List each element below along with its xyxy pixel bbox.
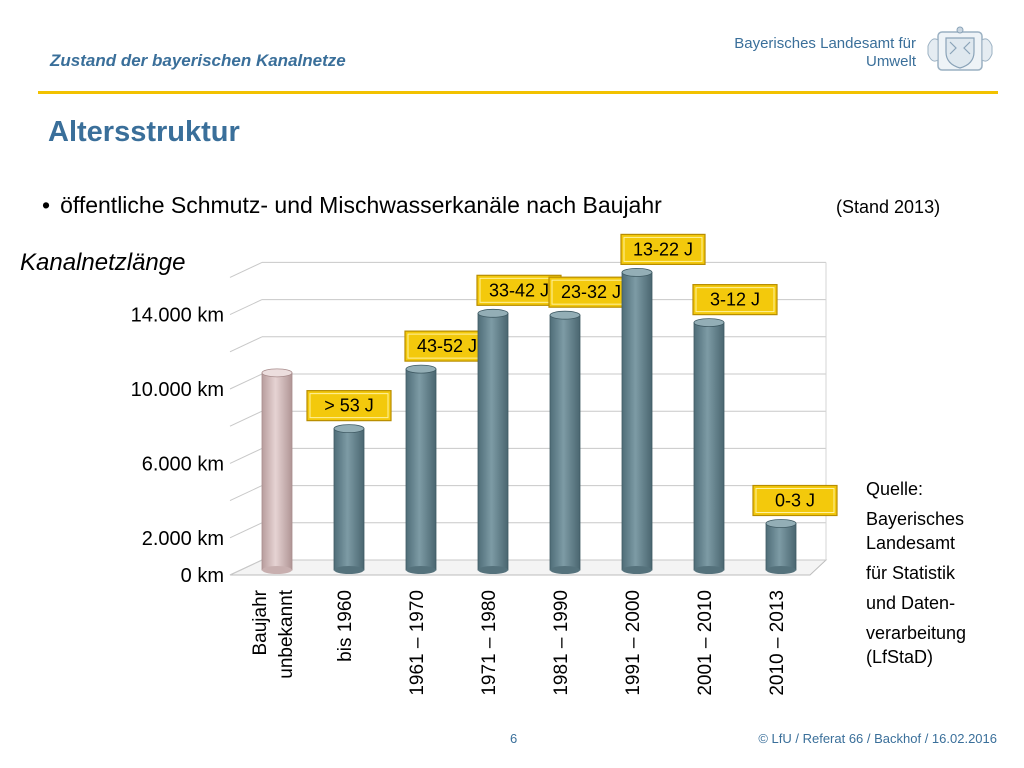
bar-label: 33-42 J (489, 280, 549, 300)
bar-base (262, 566, 292, 574)
source-line: verarbeitung (866, 623, 967, 643)
x-tick-label: bis 1960 (335, 590, 356, 662)
bar-top (405, 364, 437, 374)
bar (405, 368, 437, 571)
bar (549, 314, 581, 571)
bar (477, 312, 509, 571)
y-tick-label: 2.000 km (142, 528, 224, 550)
gridline-depth (229, 373, 263, 390)
presentation-title: Zustand der bayerischen Kanalnetze (50, 51, 346, 70)
chart-floor (229, 559, 828, 576)
bar-top (333, 424, 365, 434)
page-title: Altersstruktur (48, 116, 240, 148)
bar-label-box-inner (309, 393, 389, 419)
source-line: Quelle: (866, 479, 924, 499)
gridline-depth (229, 559, 263, 576)
bar-top (477, 308, 509, 318)
y-tick-label: 0 km (181, 565, 224, 587)
bar-label-box (620, 233, 706, 265)
bar-label: 13-22 J (633, 239, 693, 259)
bar-label: > 53 J (324, 396, 374, 416)
source-line: und Daten- (866, 593, 956, 613)
x-tick-label: 2010 – 2013 (767, 590, 788, 696)
header-divider (38, 91, 998, 94)
gridline-depth (229, 485, 263, 502)
bar (693, 322, 725, 571)
y-axis-title: Kanalnetzlänge (20, 249, 185, 276)
bar-top (261, 368, 293, 378)
bar-base (694, 566, 724, 574)
organization-name: Bayerisches Landesamt für Umwelt (734, 35, 916, 71)
bar-base (406, 566, 436, 574)
bar-label-box-inner (695, 287, 775, 313)
bar-label-box (692, 284, 778, 316)
y-tick-label: 6.000 km (142, 453, 224, 475)
x-tick-label: 1991 – 2000 (623, 590, 644, 696)
bar (261, 372, 293, 571)
bar-base (622, 566, 652, 574)
x-tick-label: 1961 – 1970 (407, 590, 428, 696)
x-tick-label: 1971 – 1980 (479, 590, 500, 696)
gridline-depth (229, 299, 263, 316)
bar (765, 523, 797, 571)
gridline-depth (229, 261, 263, 278)
bar-label-box (548, 276, 634, 308)
bullet-point: • öffentliche Schmutz- und Mischwasserkan… (42, 192, 662, 219)
x-tick-label: Baujahr (250, 589, 271, 655)
gridline-depth (229, 336, 263, 353)
bar-label: 23-32 J (561, 282, 621, 302)
bar-label: 3-12 J (710, 290, 760, 310)
bar-top (693, 318, 725, 328)
bar-top (549, 310, 581, 320)
bar-base (334, 566, 364, 574)
footer-copyright: © LfU / Referat 66 / Backhof / 16.02.201… (758, 731, 997, 746)
bar-label-box-inner (623, 236, 703, 262)
gridline-depth (229, 410, 263, 427)
bar-base (766, 566, 796, 574)
x-tick-label: 2001 – 2010 (695, 590, 716, 696)
bar-top (621, 267, 653, 277)
bar-label: 0-3 J (775, 491, 815, 511)
y-tick-label: 10.000 km (131, 379, 224, 401)
bullet-dot: • (42, 192, 51, 218)
bullet-text: öffentliche Schmutz- und Mischwasserkanä… (60, 192, 662, 218)
bar-label-box-inner (755, 488, 835, 513)
bavarian-coat-of-arms-icon (927, 26, 993, 71)
bar-top (765, 519, 797, 528)
bar-label-box (752, 484, 838, 517)
bar-label-box (404, 330, 490, 362)
bar-base (550, 566, 580, 574)
bar-label-box (306, 390, 392, 422)
bar-base (478, 566, 508, 574)
y-tick-label: 14.000 km (131, 305, 224, 327)
gridline-depth (229, 447, 263, 464)
x-tick-label: 1981 – 1990 (551, 590, 572, 696)
source-line: Landesamt (866, 533, 956, 553)
bar (621, 271, 653, 571)
organization-name-line1: Bayerisches Landesamt für (734, 35, 916, 52)
bar-label: 43-52 J (417, 336, 477, 356)
source-note: Quelle: Bayerisches Landesamt für Statistik… (866, 477, 966, 675)
data-date-note: (Stand 2013) (836, 197, 941, 217)
bar (333, 428, 365, 571)
x-tick-label: unbekannt (276, 589, 297, 678)
gridline-depth (229, 522, 263, 539)
source-line: (LfStaD) (866, 647, 934, 667)
source-line: für Statistik (866, 563, 956, 583)
page-number: 6 (510, 731, 518, 746)
organization-name-line2: Umwelt (865, 53, 916, 70)
source-line: Bayerisches (866, 509, 965, 529)
